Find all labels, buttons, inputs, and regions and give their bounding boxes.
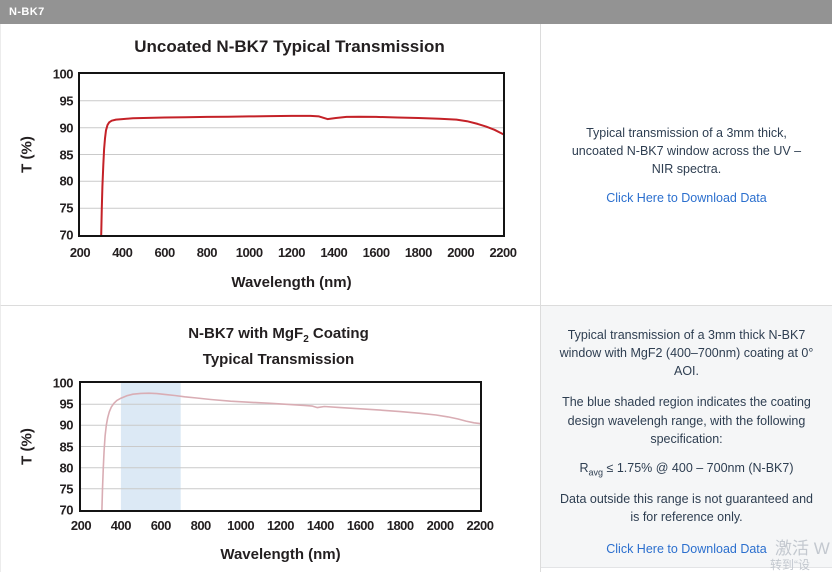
x-tick-label: 800 (190, 518, 212, 533)
x-tick-label: 400 (110, 518, 132, 533)
y-tick-label: 70 (59, 227, 74, 243)
windows-activation-watermark-line1: 激活 W (775, 539, 830, 558)
x-tick-label: 1000 (227, 518, 255, 533)
x-tick-label: 1600 (362, 245, 390, 260)
x-tick-label: 400 (112, 245, 133, 260)
x-tick-label: 600 (154, 245, 175, 260)
download-data-link-coated[interactable]: Click Here to Download Data (606, 541, 767, 556)
x-tick-label: 2000 (447, 245, 475, 260)
y-tick-label: 90 (59, 120, 74, 136)
reflectance-spec: Ravg ≤ 1.75% @ 400 – 700nm (N-BK7) (579, 460, 794, 478)
x-axis-ticks: 200 400 600 800 1000 1200 1400 1600 1800 2000 2200 (71, 518, 494, 534)
coated-description-panel: Typical transmission of a 3mm thick N-BK… (541, 306, 832, 568)
x-tick-label: 600 (150, 518, 172, 533)
uncoated-chart-panel: Uncoated N-BK7 Typical Transmission T (%… (0, 24, 541, 306)
transmission-curve-uncoated (80, 100, 503, 235)
y-tick-label: 90 (59, 417, 74, 433)
reference-only-note: Data outside this range is not guarantee… (560, 492, 813, 525)
chart-plot-area (78, 72, 505, 237)
windows-activation-watermark-line2: 转到“设 (770, 558, 810, 572)
y-tick-label: 85 (59, 147, 74, 162)
data-series-line (100, 114, 503, 235)
x-tick-label: 1600 (346, 518, 374, 533)
shaded-region-note: The blue shaded region indicates the coa… (562, 395, 811, 446)
section-title: N-BK7 (9, 6, 45, 18)
x-tick-label: 1200 (267, 518, 294, 533)
y-tick-label: 100 (52, 375, 74, 391)
x-tick-label: 2200 (466, 518, 494, 533)
y-axis-label: T (%) (18, 136, 36, 173)
y-tick-label: 100 (52, 66, 74, 82)
y-tick-label: 70 (59, 502, 74, 518)
x-tick-label: 1200 (278, 245, 305, 260)
x-tick-label: 800 (196, 245, 218, 260)
x-axis-label: Wavelength (nm) (231, 274, 352, 291)
x-tick-label: 200 (70, 518, 92, 533)
y-tick-label: 85 (59, 439, 74, 454)
section-header-bar: N-BK7 (0, 0, 832, 24)
y-tick-label: 80 (59, 460, 74, 476)
x-tick-label: 1800 (404, 245, 432, 260)
y-axis-label: T (%) (18, 428, 36, 465)
x-tick-label: 2000 (426, 518, 454, 533)
x-tick-label: 1400 (320, 245, 348, 260)
uncoated-description-panel: Typical transmission of a 3mm thick, unc… (541, 24, 832, 306)
y-tick-label: 75 (59, 200, 74, 216)
y-axis-ticks: 70 75 80 85 90 95 100 (39, 67, 74, 243)
chart-title-coated: N-BK7 with MgF2 Coating Typical Transmiss… (188, 325, 369, 368)
content-area: Uncoated N-BK7 Typical Transmission T (%… (0, 24, 832, 572)
y-axis-ticks: 70 75 80 85 90 95 100 (39, 376, 74, 518)
x-tick-label: 1800 (386, 518, 414, 533)
chart-title-uncoated: Uncoated N-BK7 Typical Transmission (134, 37, 445, 56)
data-series-line (101, 392, 480, 510)
x-tick-label: 1000 (235, 245, 263, 260)
x-tick-label: 2200 (489, 245, 517, 260)
coated-chart-panel: N-BK7 with MgF2 Coating Typical Transmiss… (0, 306, 541, 572)
download-data-link-uncoated[interactable]: Click Here to Download Data (606, 191, 767, 206)
coated-description-text: Typical transmission of a 3mm thick N-BK… (559, 328, 814, 379)
uncoated-description-text: Typical transmission of a 3mm thick, unc… (571, 125, 802, 177)
y-tick-label: 95 (59, 396, 74, 412)
x-tick-label: 200 (69, 245, 91, 260)
x-tick-label: 1400 (306, 518, 334, 533)
transmission-curve-coated (81, 383, 480, 510)
x-axis-label: Wavelength (nm) (220, 546, 341, 563)
y-tick-label: 80 (59, 173, 74, 189)
x-axis-ticks: 200 400 600 800 1000 1200 1400 1600 1800 2000 2200 (70, 245, 517, 261)
y-tick-label: 75 (59, 481, 74, 497)
chart-plot-area (79, 381, 482, 512)
y-tick-label: 95 (59, 93, 74, 109)
